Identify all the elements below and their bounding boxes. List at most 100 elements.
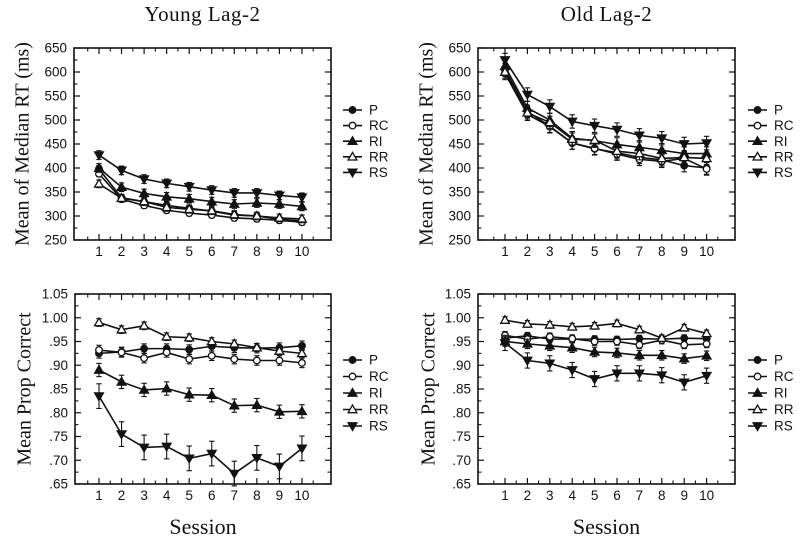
- filled-triangle-down-marker: [633, 131, 645, 142]
- open-circle-marker: [140, 354, 149, 363]
- young-acc-series-RS: [93, 383, 308, 487]
- x-tick-label: 6: [208, 244, 216, 259]
- filled-triangle-up-marker: [656, 349, 668, 360]
- filled-triangle-up-marker: [589, 346, 601, 356]
- x-tick-label: 3: [546, 488, 554, 503]
- y-tick-label: 350: [448, 185, 471, 200]
- y-tick-label: .80: [49, 405, 68, 420]
- y-tick-label: .85: [452, 382, 471, 397]
- filled-triangle-down-marker: [566, 117, 578, 128]
- y-tick-label: 550: [448, 89, 471, 104]
- open-triangle-up-marker: [566, 133, 578, 144]
- filled-triangle-down-marker: [346, 168, 359, 179]
- series-line: [504, 73, 707, 170]
- open-circle-marker: [568, 334, 577, 343]
- open-triangle-up-marker: [93, 178, 105, 188]
- y-tick-label: .70: [49, 453, 68, 468]
- open-circle-marker: [590, 337, 599, 346]
- y-tick-label: 400: [44, 161, 67, 176]
- x-tick-label: 4: [163, 244, 171, 259]
- filled-triangle-down-marker: [499, 56, 511, 66]
- open-triangle-up-marker: [228, 338, 240, 348]
- filled-triangle-down-marker: [751, 168, 764, 179]
- young-acc-series-RC: [95, 344, 306, 369]
- filled-triangle-up-marker: [751, 135, 764, 146]
- open-circle-marker: [348, 372, 357, 381]
- open-triangle-up-marker: [544, 116, 556, 127]
- legend-item-RC: RC: [343, 369, 389, 384]
- x-tick-label: 2: [524, 488, 532, 503]
- series-line: [98, 154, 303, 199]
- y-tick-label: 450: [44, 137, 67, 152]
- open-triangle-up-marker: [656, 152, 668, 163]
- legend-item-RS: RS: [343, 419, 388, 434]
- filled-triangle-up-marker: [206, 195, 218, 206]
- y-tick-label: 300: [44, 209, 67, 224]
- series-line: [98, 349, 303, 364]
- legend-item-RI: RI: [748, 134, 788, 149]
- filled-triangle-up-marker: [251, 197, 263, 207]
- y-tick-label: 600: [448, 65, 471, 80]
- open-circle-marker: [753, 372, 762, 381]
- filled-triangle-down-marker: [251, 189, 263, 199]
- y-tick-label: .90: [49, 358, 68, 373]
- filled-triangle-up-marker: [544, 340, 556, 350]
- x-axis-label-old-session: Session: [572, 514, 641, 539]
- filled-triangle-up-marker: [521, 338, 533, 348]
- filled-triangle-up-marker: [228, 399, 240, 410]
- legend-item-RS: RS: [748, 165, 793, 180]
- legend-label: RC: [369, 369, 389, 384]
- filled-triangle-down-marker: [161, 179, 173, 190]
- open-triangle-up-marker: [751, 403, 764, 414]
- open-circle-marker: [275, 356, 284, 365]
- open-triangle-up-marker: [138, 320, 150, 330]
- open-triangle-up-marker: [751, 151, 764, 161]
- legend-item-P: P: [343, 353, 378, 368]
- legend-item-RR: RR: [748, 149, 794, 164]
- filled-triangle-down-marker: [611, 369, 623, 380]
- filled-triangle-up-marker: [273, 406, 285, 416]
- filled-triangle-up-marker: [566, 341, 578, 352]
- legend-item-RC: RC: [748, 369, 794, 384]
- filled-circle-marker: [753, 356, 762, 364]
- y-tick-label: .95: [452, 334, 471, 349]
- filled-triangle-down-marker: [138, 443, 150, 454]
- x-tick-label: 1: [501, 488, 509, 503]
- old-acc-series-RC: [501, 330, 711, 350]
- legend-label: RC: [369, 118, 389, 133]
- filled-triangle-down-marker: [296, 193, 308, 203]
- filled-triangle-down-marker: [521, 90, 533, 101]
- old-rt-series-RR: [499, 65, 713, 166]
- open-circle-marker: [348, 121, 357, 130]
- open-triangle-up-marker: [701, 152, 713, 163]
- filled-triangle-up-marker: [701, 350, 713, 360]
- x-tick-label: 1: [95, 488, 103, 503]
- filled-triangle-down-marker: [206, 449, 218, 460]
- x-tick-label: 10: [699, 488, 714, 503]
- y-tick-label: .85: [49, 382, 68, 397]
- x-axis-label-young-session: Session: [169, 514, 237, 539]
- filled-circle-marker: [140, 344, 149, 353]
- legend-item-RS: RS: [748, 419, 793, 434]
- open-triangle-up-marker: [544, 319, 556, 329]
- open-circle-marker: [162, 348, 171, 357]
- y-tick-label: .65: [49, 477, 68, 492]
- open-triangle-up-marker: [138, 195, 150, 206]
- y-tick-label: 550: [44, 89, 67, 104]
- x-tick-label: 6: [208, 488, 216, 503]
- y-axis-label-young-rt: Mean of Median RT (ms): [11, 42, 34, 246]
- filled-triangle-down-marker: [589, 375, 601, 385]
- filled-triangle-up-marker: [296, 200, 308, 211]
- legend-item-RR: RR: [343, 402, 389, 417]
- x-tick-label: 6: [613, 244, 621, 259]
- open-circle-marker: [702, 339, 711, 348]
- filled-triangle-down-marker: [138, 175, 150, 185]
- filled-triangle-down-marker: [161, 442, 173, 453]
- filled-triangle-up-marker: [183, 193, 195, 203]
- y-tick-label: 250: [44, 233, 67, 248]
- filled-triangle-down-marker: [751, 422, 764, 432]
- y-tick-label: 400: [448, 161, 471, 176]
- x-tick-label: 9: [276, 244, 284, 259]
- x-tick-label: 9: [680, 244, 688, 259]
